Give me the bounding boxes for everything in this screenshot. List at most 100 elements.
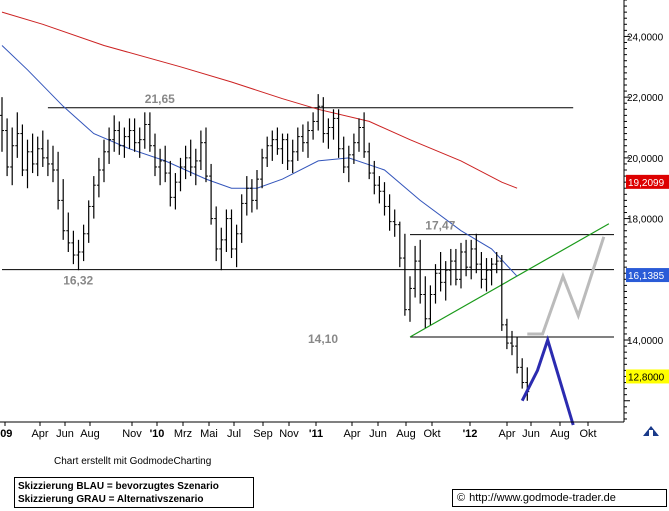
price-bar (183, 145, 188, 180)
price-bar (357, 118, 361, 152)
price-chart: 21,65 16,32 17,47 14,10 24,0000 22,0000 20,00… (0, 0, 669, 440)
x-tick-label: Okt (579, 428, 596, 440)
y-tick-label: 22,0000 (627, 93, 664, 104)
price-bar (285, 133, 290, 171)
price-bar (209, 163, 214, 225)
price-bar (102, 139, 106, 183)
scenario-layer (520, 236, 606, 426)
price-bar (499, 255, 504, 331)
scenario-gray-path (527, 236, 606, 336)
price-bar (453, 248, 458, 286)
x-tick-label: '10 (150, 428, 165, 440)
price-bar (30, 133, 35, 174)
price-bar (260, 148, 265, 189)
price-bars-layer (0, 94, 530, 401)
y-axis: 24,0000 22,0000 20,0000 18,0000 14,0000 19,20… (623, 0, 669, 422)
price-bar (433, 264, 438, 304)
y-tick-label: 18,0000 (627, 215, 664, 226)
price-tag-bg (626, 369, 669, 384)
price-bar (35, 136, 40, 177)
price-bar (81, 224, 86, 262)
x-tick-label: Apr (31, 428, 48, 440)
price-bar (255, 170, 259, 210)
price-bar (280, 133, 285, 164)
price-bar (489, 258, 494, 286)
x-tick-label: Aug (80, 428, 100, 440)
price-bar (20, 124, 25, 177)
source-link-box[interactable]: © http://www.godmode-trader.de (452, 489, 667, 507)
price-bar (428, 285, 433, 325)
price-bar (494, 251, 499, 274)
price-bar (91, 176, 96, 219)
price-bar (137, 127, 142, 158)
price-bar (438, 251, 443, 292)
x-tick-label: Aug (396, 428, 416, 440)
price-bar (127, 118, 132, 149)
price-bar (300, 124, 305, 152)
price-bar (265, 136, 270, 167)
legend-blue-scenario: Skizzierung BLAU = bevorzugtes Szenario (18, 481, 219, 492)
price-bar (515, 336, 520, 374)
price-bar (249, 179, 254, 213)
scenario-blue-path (520, 335, 575, 426)
level-annotation: 17,47 (425, 219, 455, 233)
price-tag-label: 16,1385 (628, 271, 665, 282)
level-annotation: 21,65 (145, 92, 175, 106)
price-bar (132, 118, 137, 152)
price-bar (214, 206, 219, 262)
x-tick-label: Apr (498, 428, 515, 440)
price-bar (163, 145, 168, 183)
price-bar (66, 212, 71, 252)
y-tick-label: 24,0000 (627, 32, 664, 43)
price-bar (290, 139, 295, 174)
price-bar (377, 176, 382, 204)
x-tick-label: Jun (522, 428, 540, 440)
price-bar (367, 142, 372, 180)
price-bar (336, 109, 341, 158)
price-bar (326, 118, 331, 149)
price-bar (142, 112, 147, 149)
price-bar (0, 97, 4, 152)
x-tick-label: '11 (309, 428, 323, 440)
x-tick-label: Jun (369, 428, 387, 440)
price-bar (469, 239, 474, 280)
price-bar (86, 200, 91, 243)
chart-nav-icon[interactable] (637, 422, 665, 438)
price-bar (443, 261, 448, 301)
moving-average-1 (1, 11, 518, 189)
annotations-layer: 21,65 16,32 17,47 14,10 (63, 92, 455, 346)
price-bar (311, 112, 316, 140)
price-bar (275, 127, 280, 155)
price-bar (178, 157, 183, 192)
price-bar (173, 173, 178, 210)
y-tick-label: 14,0000 (627, 336, 664, 347)
price-bar (56, 151, 61, 210)
source-url[interactable]: http://www.godmode-trader.de (469, 492, 616, 504)
x-tick-label: '09 (0, 428, 12, 440)
price-bar (270, 130, 275, 161)
price-bar (484, 258, 489, 292)
price-bar (147, 112, 152, 152)
price-bar (413, 245, 418, 298)
price-bar (479, 251, 484, 289)
price-tag-bg (626, 268, 669, 283)
price-bar (402, 233, 407, 316)
price-bar (387, 194, 392, 231)
price-bar (10, 127, 15, 186)
price-bar (295, 127, 300, 161)
price-bar (397, 221, 402, 268)
price-bar (112, 115, 117, 152)
price-bar (45, 139, 50, 177)
x-tick-label: Mrz (174, 428, 192, 440)
price-bar (351, 133, 356, 164)
price-bar (71, 230, 76, 265)
price-bar (193, 148, 198, 186)
copyright-icon: © (457, 492, 466, 504)
price-bar (76, 239, 81, 271)
price-bar (244, 176, 249, 216)
x-axis: '09 Apr Jun Aug Nov '10 Mrz Mai Jul Sep Nov '11 Apr J… (0, 421, 624, 440)
chart-lines-layer (2, 107, 614, 338)
price-tag-label: 19,2099 (628, 178, 665, 189)
price-bar (306, 121, 310, 158)
price-bar (229, 209, 234, 259)
